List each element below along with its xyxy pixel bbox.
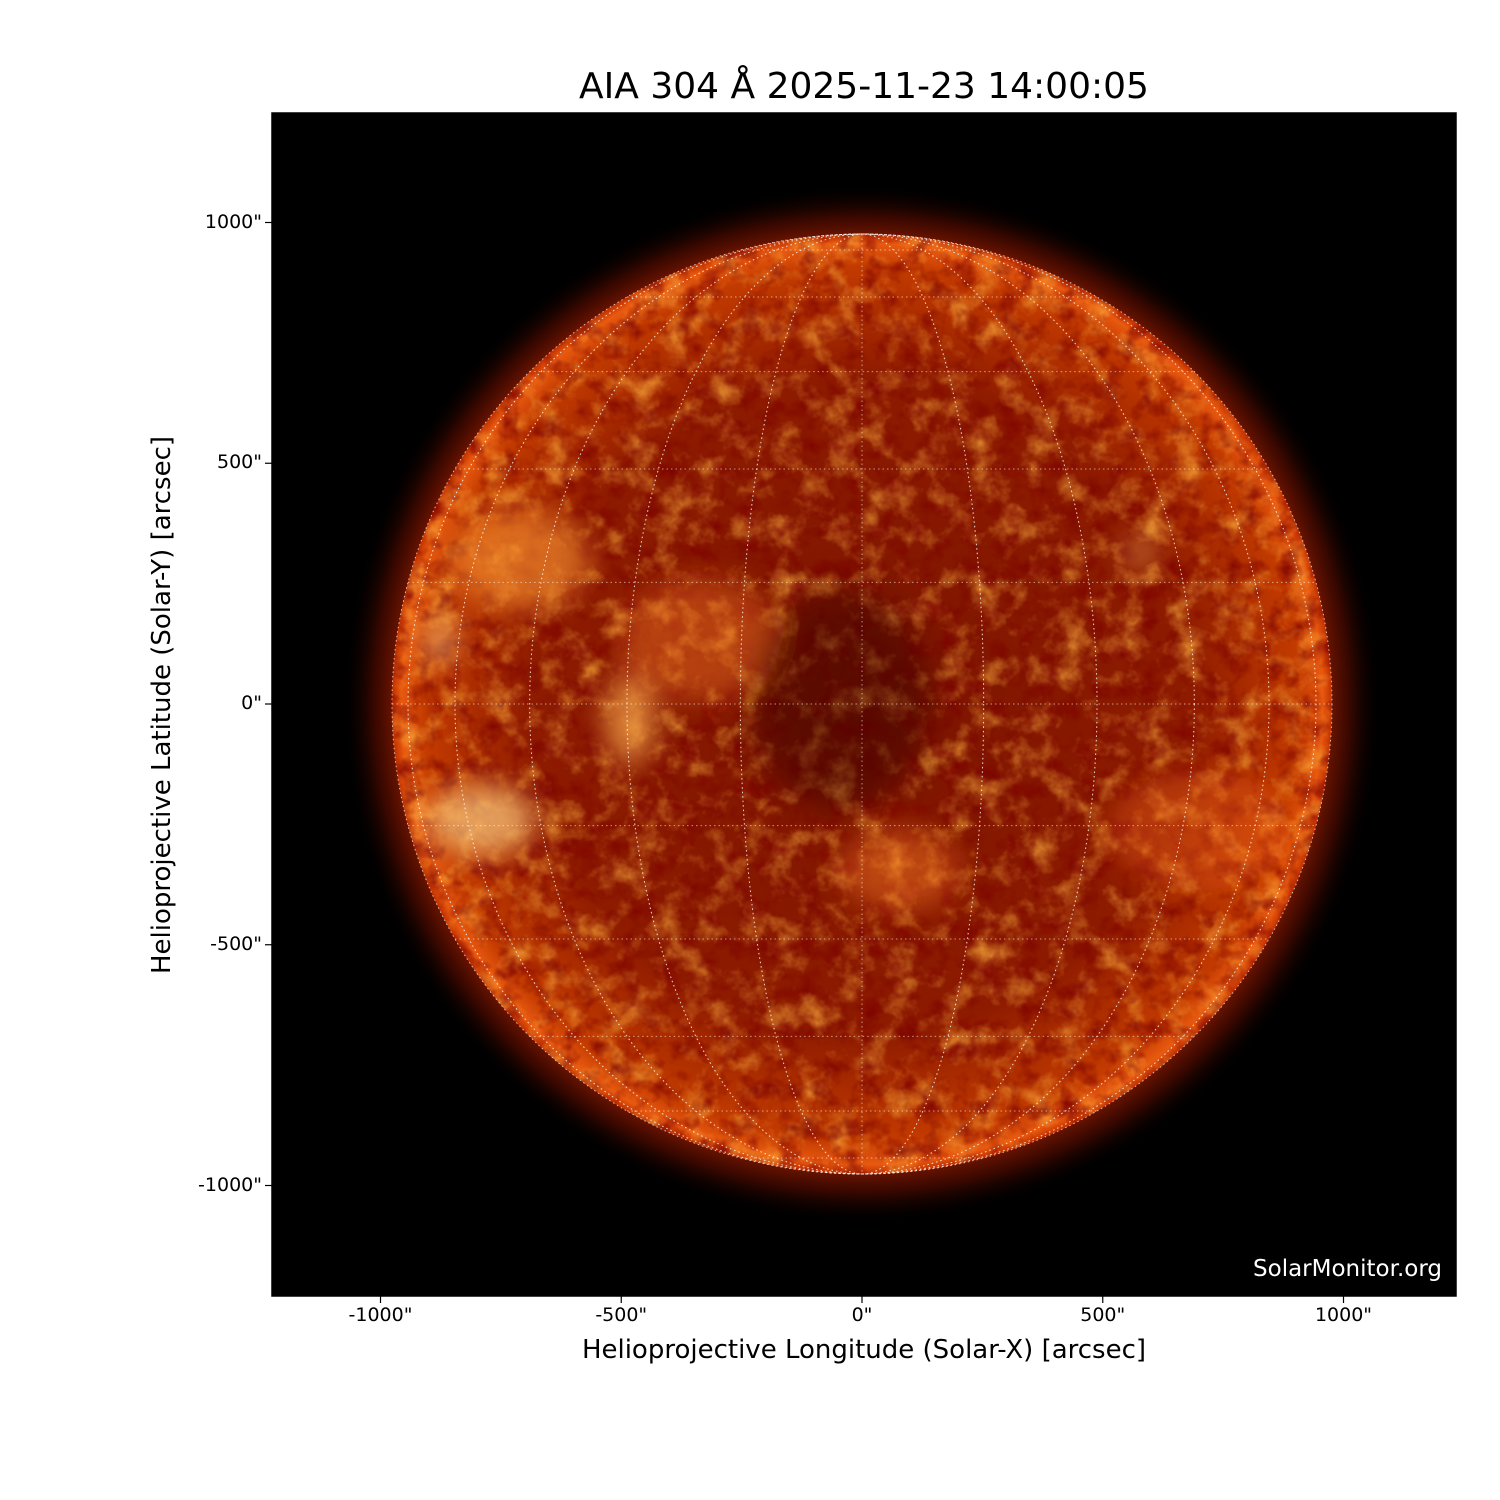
credit-watermark: SolarMonitor.org — [1253, 1256, 1442, 1282]
grid-meridian — [626, 233, 1098, 1175]
plot-title: AIA 304 Å 2025-11-23 14:00:05 — [579, 66, 1149, 107]
x-tick-label: -1000" — [348, 1304, 413, 1326]
active-regions — [425, 510, 1290, 910]
x-tick-label: -500" — [595, 1304, 648, 1326]
x-tick-label: 1000" — [1314, 1304, 1373, 1326]
y-axis-label: Helioprojective Latitude (Solar-Y) [arcs… — [147, 435, 177, 975]
grid-limb — [391, 233, 1333, 1175]
tick-marks — [265, 221, 1345, 1303]
y-tick-label: -500" — [210, 932, 262, 955]
y-tick-label: 0" — [241, 692, 262, 714]
x-tick-label: 500" — [1080, 1304, 1126, 1326]
y-tick-label: 500" — [216, 451, 262, 474]
y-tick-label: 1000" — [204, 210, 262, 233]
x-tick-label: 0" — [851, 1304, 873, 1326]
y-tick-label: -1000" — [198, 1173, 262, 1196]
heliographic-grid — [391, 233, 1333, 1175]
x-axis-label: Helioprojective Longitude (Solar-X) [arc… — [581, 1335, 1147, 1365]
